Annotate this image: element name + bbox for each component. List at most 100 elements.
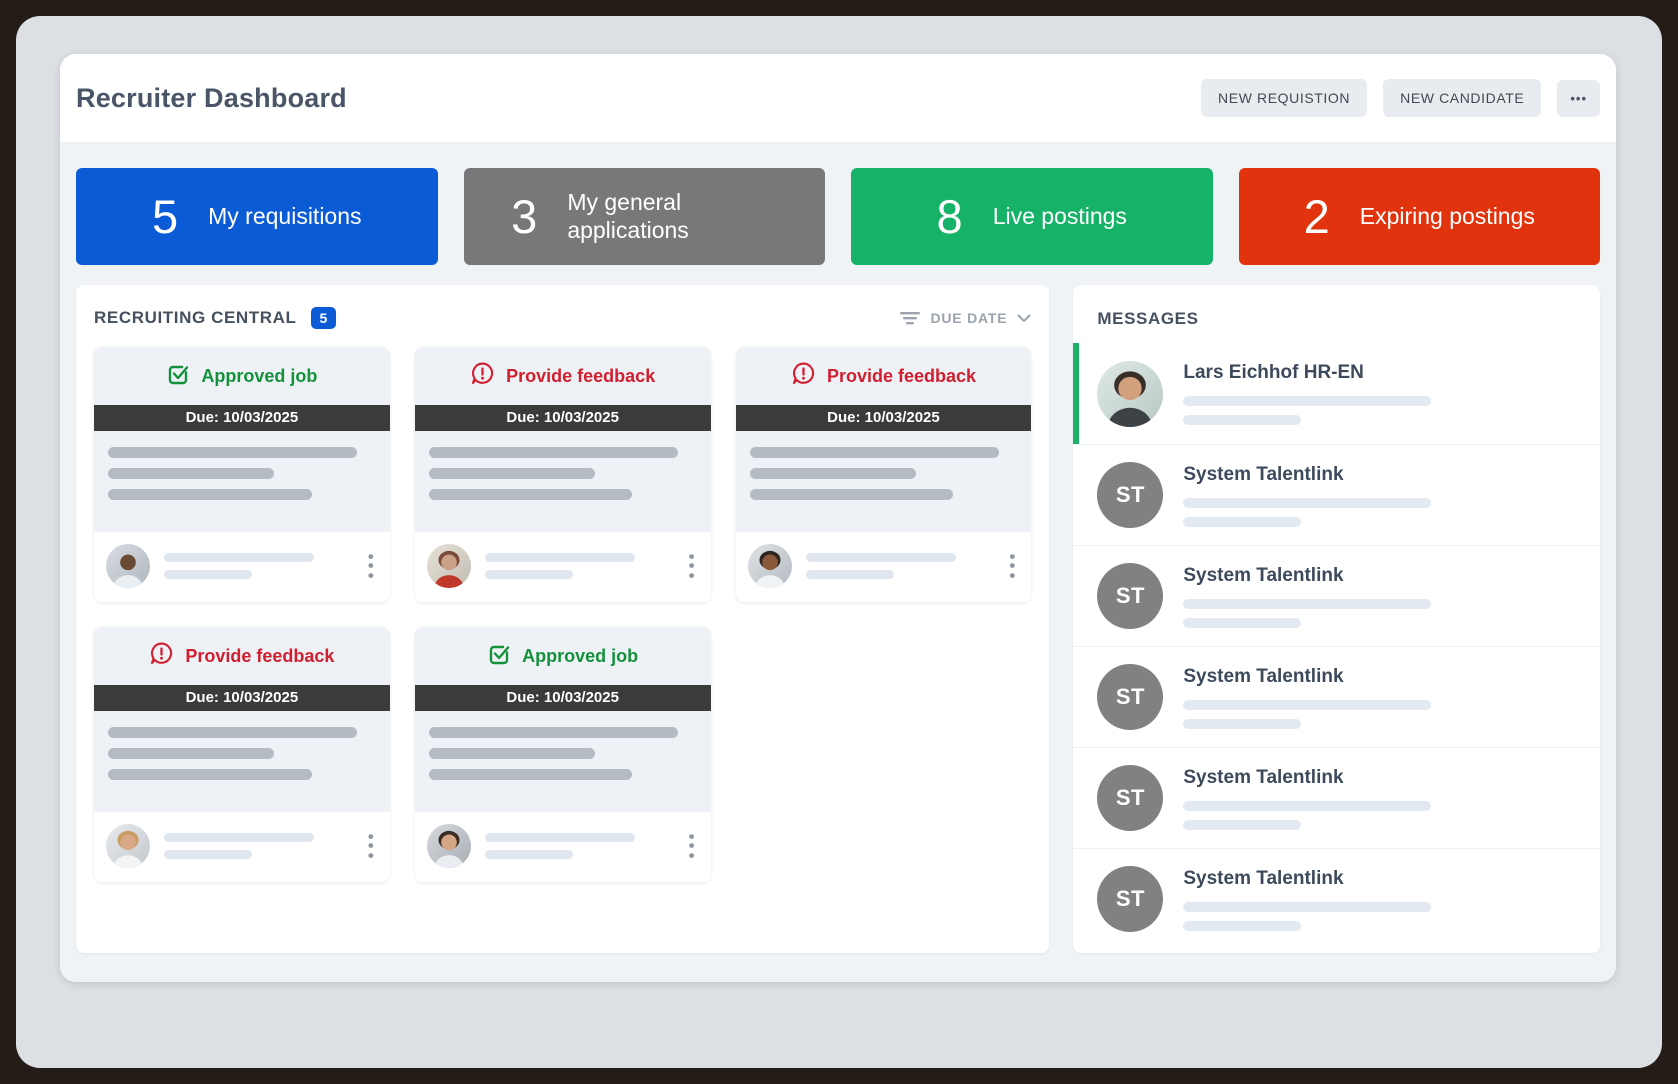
avatar-initials: ST <box>1097 664 1164 730</box>
job-status-row: Approved job <box>415 627 711 685</box>
stats-row: 5 My requisitions 3 My general applicati… <box>76 168 1600 265</box>
message-content: System Talentlink <box>1183 867 1432 931</box>
feedback-alert-icon <box>151 642 173 665</box>
skeleton-line <box>1183 920 1302 931</box>
skeleton-line <box>805 553 956 562</box>
job-status-label: Provide feedback <box>185 645 335 666</box>
avatar-photo <box>426 824 471 868</box>
job-cards-grid: Approved job Due: 10/03/2025 • • • Provide… <box>94 347 1032 882</box>
message-preview-lines <box>1183 396 1432 425</box>
stat-card-2[interactable]: 8 Live postings <box>851 168 1213 265</box>
job-card-footer: • • • <box>94 532 390 602</box>
due-date-sort[interactable]: DUE DATE <box>900 310 1031 326</box>
skeleton-line <box>108 748 275 759</box>
message-sender-name: System Talentlink <box>1183 665 1344 687</box>
job-card-body <box>415 711 711 812</box>
avatar-initials: ST <box>1097 563 1164 629</box>
message-content: System Talentlink <box>1183 464 1432 527</box>
approved-check-icon <box>489 645 510 664</box>
due-date-banner: Due: 10/03/2025 <box>94 405 390 431</box>
messages-panel-header: MESSAGES <box>1073 285 1600 343</box>
message-preview-lines <box>1183 901 1432 931</box>
message-preview-lines <box>1183 598 1432 628</box>
message-list-item[interactable]: Lars Eichhof HR-EN <box>1073 343 1600 445</box>
job-status-row: Approved job <box>94 347 390 405</box>
kebab-menu-icon[interactable]: • • • <box>688 546 695 585</box>
recruiting-central-panel: RECRUITING CENTRAL 5 DUE DATE <box>76 285 1050 953</box>
stat-label: My general applications <box>567 188 689 243</box>
job-card-footer: • • • <box>414 812 711 882</box>
message-content: System Talentlink <box>1183 767 1432 830</box>
due-date-banner: Due: 10/03/2025 <box>735 405 1032 431</box>
sort-label: DUE DATE <box>930 310 1008 326</box>
skeleton-line <box>428 447 678 458</box>
skeleton-line <box>108 447 358 458</box>
kebab-menu-icon[interactable]: • • • <box>367 826 374 865</box>
skeleton-line <box>108 769 312 780</box>
job-status-row: Provide feedback <box>94 627 390 685</box>
skeleton-line <box>1183 800 1432 811</box>
job-card[interactable]: Provide feedback Due: 10/03/2025 • • • <box>414 347 711 602</box>
kebab-menu-icon[interactable]: • • • <box>367 546 374 585</box>
job-footer-lines <box>805 553 992 579</box>
message-list-item[interactable]: ST System Talentlink <box>1073 848 1600 949</box>
new-candidate-button[interactable]: NEW CANDIDATE <box>1383 79 1542 117</box>
job-card-body <box>736 431 1032 532</box>
page-title: Recruiter Dashboard <box>76 82 347 113</box>
job-card-footer: • • • <box>735 532 1032 602</box>
due-date-banner: Due: 10/03/2025 <box>414 405 711 431</box>
job-status-label: Provide feedback <box>506 365 656 386</box>
message-sender-name: Lars Eichhof HR-EN <box>1183 362 1364 383</box>
message-list-item[interactable]: ST System Talentlink <box>1073 444 1600 545</box>
skeleton-line <box>428 727 678 738</box>
message-list-item[interactable]: ST System Talentlink <box>1073 545 1600 646</box>
approved-check-icon <box>169 365 189 384</box>
skeleton-line <box>484 553 635 562</box>
job-card[interactable]: Provide feedback Due: 10/03/2025 • • • <box>94 627 390 882</box>
skeleton-line <box>484 850 573 859</box>
sort-icon <box>900 312 921 325</box>
new-requisition-button[interactable]: NEW REQUISTION <box>1201 79 1368 117</box>
avatar-photo <box>106 824 150 868</box>
kebab-menu-icon[interactable]: • • • <box>688 826 695 865</box>
job-card-footer: • • • <box>94 812 390 882</box>
stat-value: 8 <box>936 190 963 243</box>
skeleton-line <box>428 489 633 500</box>
message-list-item[interactable]: ST System Talentlink <box>1073 747 1600 848</box>
app-body: 5 My requisitions 3 My general applicati… <box>60 142 1616 982</box>
message-list-item[interactable]: ST System Talentlink <box>1073 646 1600 747</box>
job-card-body <box>94 431 390 532</box>
due-date-banner: Due: 10/03/2025 <box>94 685 390 711</box>
skeleton-line <box>1183 699 1432 710</box>
skeleton-line <box>484 833 635 842</box>
stat-label: Live postings <box>992 202 1127 229</box>
skeleton-line <box>1183 415 1302 425</box>
message-sender-name: System Talentlink <box>1183 867 1344 889</box>
job-card[interactable]: Provide feedback Due: 10/03/2025 • • • <box>735 347 1032 602</box>
stat-card-3[interactable]: 2 Expiring postings <box>1238 168 1600 265</box>
skeleton-line <box>1183 901 1432 912</box>
job-status-label: Provide feedback <box>826 365 976 386</box>
kebab-menu-icon[interactable]: • • • <box>1009 546 1016 585</box>
stat-card-1[interactable]: 3 My general applications <box>463 168 825 265</box>
skeleton-line <box>1183 598 1432 609</box>
skeleton-line <box>749 447 999 458</box>
more-options-button[interactable]: ••• <box>1557 79 1600 117</box>
skeleton-line <box>1183 718 1302 729</box>
skeleton-line <box>164 833 314 842</box>
avatar <box>106 824 150 868</box>
job-footer-lines <box>164 833 350 859</box>
stat-card-0[interactable]: 5 My requisitions <box>76 168 438 265</box>
job-card[interactable]: Approved job Due: 10/03/2025 • • • <box>414 627 711 882</box>
stat-value: 2 <box>1303 190 1330 243</box>
job-card[interactable]: Approved job Due: 10/03/2025 • • • <box>94 347 390 602</box>
app-header: Recruiter Dashboard NEW REQUISTION NEW C… <box>60 54 1616 142</box>
skeleton-line <box>1183 396 1432 406</box>
avatar-photo <box>426 544 471 588</box>
header-actions: NEW REQUISTION NEW CANDIDATE ••• <box>1201 79 1600 117</box>
job-card-body <box>94 711 390 812</box>
skeleton-line <box>1183 617 1302 628</box>
job-status-label: Approved job <box>201 365 318 386</box>
avatar <box>426 544 471 588</box>
